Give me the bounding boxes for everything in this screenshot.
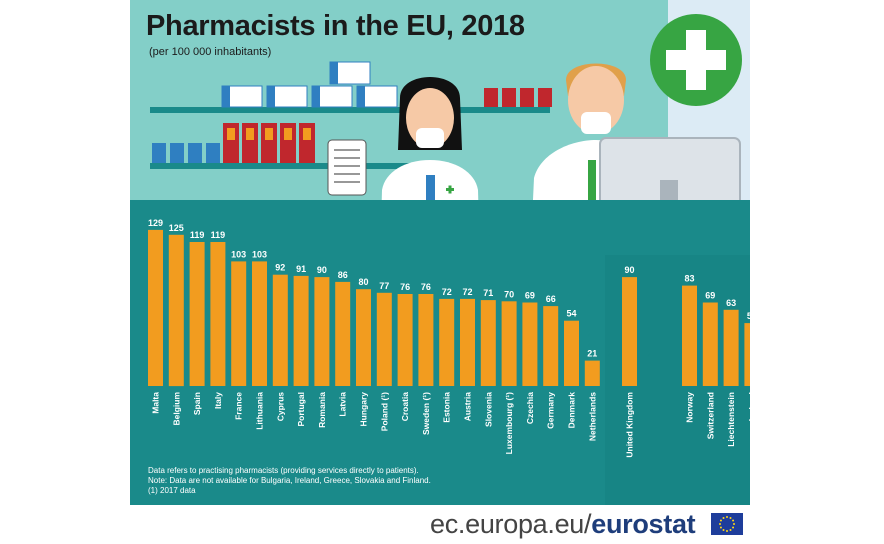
value-label: 66	[546, 294, 556, 304]
category-label: Denmark	[567, 392, 577, 429]
value-label: 90	[317, 265, 327, 275]
category-label: Italy	[213, 392, 223, 409]
bar	[744, 323, 750, 386]
bar	[584, 360, 600, 386]
value-label: 69	[705, 291, 715, 301]
value-label: 125	[169, 223, 184, 233]
bar	[522, 302, 538, 386]
category-label: Belgium	[171, 392, 181, 426]
chart-notes: Data refers to practising pharmacists (p…	[148, 466, 431, 496]
category-label: Croatia	[400, 392, 410, 422]
value-label: 71	[483, 288, 493, 298]
value-label: 129	[148, 218, 163, 228]
value-label: 119	[211, 230, 226, 240]
category-label: Portugal	[296, 392, 306, 426]
category-label: Luxembourg (¹)	[504, 392, 514, 454]
bar	[723, 309, 739, 386]
category-label: Slovenia	[483, 392, 493, 427]
footer: ec.europa.eu/eurostat	[130, 505, 750, 544]
bar	[293, 275, 309, 386]
category-label: Czechia	[525, 392, 535, 424]
bar	[682, 285, 697, 386]
value-label: 76	[421, 282, 431, 292]
chart-subtitle: (per 100 000 inhabitants)	[149, 46, 272, 58]
bar	[480, 300, 496, 386]
source-site[interactable]: ec.europa.eu/eurostat	[430, 509, 696, 540]
value-label: 119	[190, 230, 205, 240]
bar	[564, 320, 579, 386]
category-label: Estonia	[442, 392, 452, 423]
bar	[335, 281, 351, 386]
category-label: Poland (¹)	[379, 392, 389, 431]
value-label: 90	[624, 265, 634, 275]
value-label: 103	[252, 249, 267, 259]
category-label: Spain	[192, 392, 202, 415]
category-label: Latvia	[338, 392, 348, 417]
bar	[543, 306, 559, 386]
category-label: Cyprus	[275, 392, 285, 422]
bar	[231, 261, 247, 386]
category-label: Hungary	[359, 392, 369, 427]
category-label: United Kingdom	[625, 392, 635, 458]
value-label: 70	[504, 289, 514, 299]
category-label: Austria	[463, 392, 473, 422]
pharmacy-cross-icon	[650, 14, 742, 106]
category-label: Malta	[151, 392, 161, 414]
value-label: 83	[684, 274, 694, 284]
note-line: Data refers to practising pharmacists (p…	[148, 466, 419, 475]
value-label: 54	[566, 309, 576, 319]
bar-chart: 129 Malta 125 Belgium 119 Spain 119 Italy 103 Fra…	[130, 200, 750, 505]
value-label: 63	[726, 298, 736, 308]
bar	[210, 242, 226, 386]
category-label: Sweden (¹)	[421, 392, 431, 435]
bar	[397, 294, 413, 386]
category-label: Norway	[685, 392, 695, 423]
value-label: 21	[587, 349, 597, 359]
value-label: 72	[462, 287, 472, 297]
site-brand: eurostat	[591, 509, 696, 539]
value-label: 52	[747, 311, 750, 321]
category-label: Lithuania	[255, 392, 265, 430]
bar	[252, 261, 267, 386]
bar	[148, 229, 163, 386]
bar	[439, 298, 455, 386]
bar	[702, 302, 718, 386]
value-label: 77	[379, 281, 389, 291]
category-label: France	[234, 392, 244, 420]
value-label: 103	[231, 249, 246, 259]
bar	[501, 301, 517, 386]
category-label: Germany	[546, 392, 556, 429]
note-line: (1) 2017 data	[148, 486, 196, 495]
value-label: 76	[400, 282, 410, 292]
infographic-card: Pharmacists in the EU, 2018 (per 100 000…	[130, 0, 750, 544]
category-label: Romania	[317, 392, 327, 428]
category-label: Iceland	[747, 392, 750, 421]
bar	[314, 277, 330, 386]
bar	[272, 274, 288, 386]
category-label: Switzerland	[705, 392, 715, 439]
bar	[376, 292, 392, 386]
bar	[418, 294, 434, 386]
category-label: Liechtenstein	[726, 392, 736, 447]
value-label: 80	[358, 277, 368, 287]
chart-title: Pharmacists in the EU, 2018	[146, 10, 525, 42]
note-line: Note: Data are not available for Bulgari…	[148, 476, 431, 485]
value-label: 72	[442, 287, 452, 297]
eu-flag-icon	[711, 513, 743, 535]
bar	[460, 298, 475, 386]
value-label: 92	[275, 263, 285, 273]
bar	[189, 242, 205, 386]
bar	[168, 234, 184, 387]
value-label: 69	[525, 291, 535, 301]
value-label: 86	[338, 270, 348, 280]
bar	[622, 277, 637, 386]
site-prefix: ec.europa.eu/	[430, 509, 592, 539]
bar	[356, 289, 371, 386]
category-label: Netherlands	[587, 392, 597, 441]
value-label: 91	[296, 264, 306, 274]
